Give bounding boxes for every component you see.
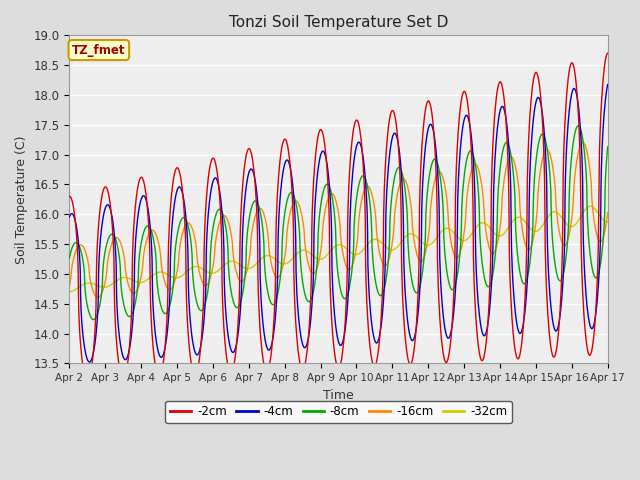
Legend: -2cm, -4cm, -8cm, -16cm, -32cm: -2cm, -4cm, -8cm, -16cm, -32cm — [165, 401, 512, 423]
Y-axis label: Soil Temperature (C): Soil Temperature (C) — [15, 135, 28, 264]
Title: Tonzi Soil Temperature Set D: Tonzi Soil Temperature Set D — [229, 15, 448, 30]
X-axis label: Time: Time — [323, 389, 354, 402]
Text: TZ_fmet: TZ_fmet — [72, 44, 125, 57]
